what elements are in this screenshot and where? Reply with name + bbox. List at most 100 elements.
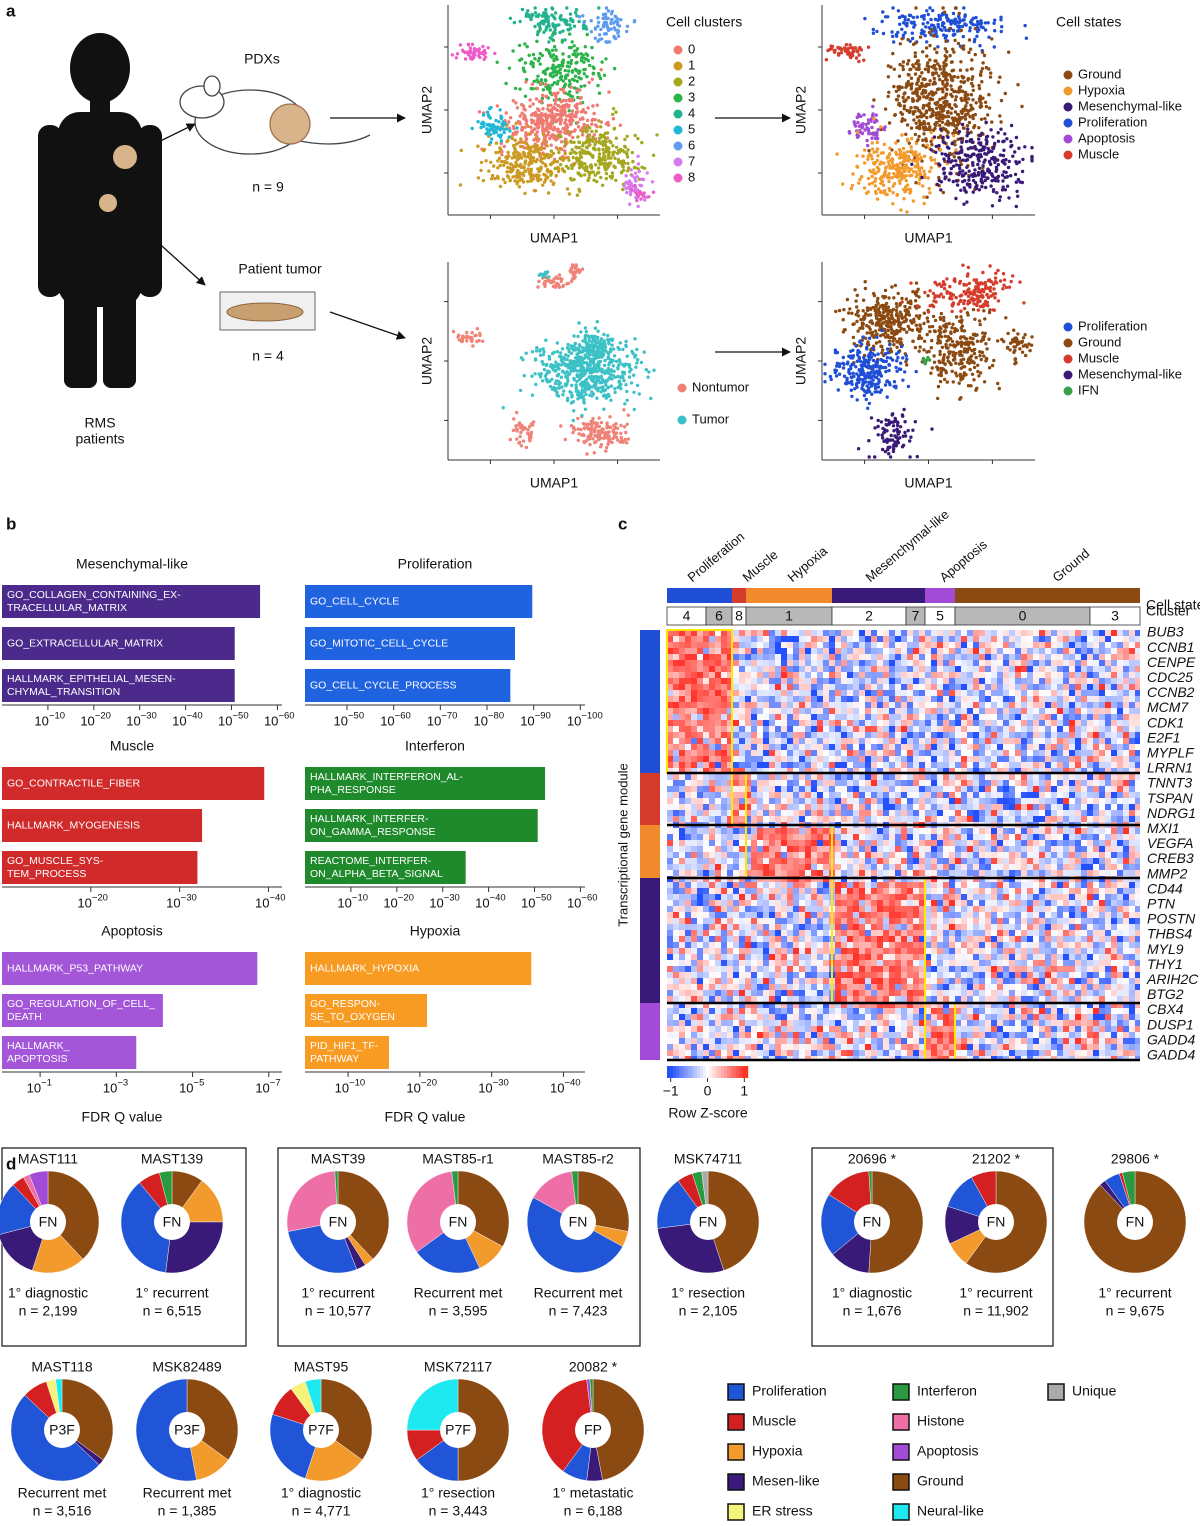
umap-point (980, 80, 984, 84)
umap-point (916, 125, 920, 129)
umap-point (542, 146, 546, 150)
umap-point (534, 122, 538, 126)
umap-point (980, 131, 984, 135)
umap-point (471, 344, 475, 348)
umap-point (955, 20, 959, 24)
umap-point (487, 169, 491, 173)
umap-point (540, 117, 544, 121)
umap-point (943, 72, 947, 76)
umap-point (861, 372, 865, 377)
umap-point (545, 124, 549, 128)
umap-point (564, 118, 568, 122)
umap-point (837, 364, 842, 369)
umap-point (985, 134, 990, 139)
umap-point (847, 370, 851, 374)
umap-point (1007, 50, 1011, 54)
umap-point (993, 280, 998, 284)
umap-point (874, 323, 878, 327)
umap-point (539, 100, 543, 104)
umap-point (866, 143, 870, 148)
umap-point (965, 165, 969, 169)
umap-point (943, 334, 947, 338)
umap-point (606, 153, 611, 157)
umap-point (947, 105, 952, 109)
umap-point (580, 381, 584, 385)
umap-point (1023, 333, 1027, 337)
umap-point (959, 309, 963, 313)
umap-point (982, 53, 987, 58)
umap-point (905, 84, 909, 88)
umap-point (936, 162, 941, 166)
umap-point (940, 87, 944, 91)
umap-point (614, 136, 618, 140)
umap-point (922, 113, 926, 117)
umap-point (915, 106, 919, 110)
umap-point (612, 150, 616, 154)
umap-point (908, 439, 912, 443)
x-axis-label: UMAP1 (530, 230, 578, 246)
umap-point (573, 104, 577, 108)
umap-point (872, 98, 876, 102)
umap-point (513, 138, 517, 142)
umap-point (950, 339, 955, 344)
umap-point (523, 125, 527, 130)
umap-point (872, 293, 877, 298)
umap-point (978, 97, 983, 102)
umap-point (929, 139, 933, 144)
umap-point (880, 328, 884, 333)
umap-point (559, 14, 563, 18)
umap-point (954, 159, 958, 163)
umap-point (981, 61, 985, 65)
umap-point (603, 430, 607, 435)
umap-point (595, 424, 599, 428)
umap-point (947, 321, 951, 326)
umap-point (609, 21, 613, 26)
umap-point (940, 13, 945, 17)
pdx-label: PDXs (244, 51, 280, 67)
umap-point (901, 378, 905, 382)
umap-point (583, 67, 587, 72)
umap-point (554, 94, 558, 98)
umap-point (959, 96, 963, 101)
umap-point (979, 357, 983, 362)
umap-point (627, 365, 632, 369)
umap-point (892, 84, 896, 89)
umap-point (535, 177, 539, 181)
umap-point (931, 71, 935, 75)
umap-point (885, 347, 890, 351)
umap-point (916, 336, 921, 341)
umap-point (562, 389, 566, 393)
umap-point (938, 104, 943, 108)
umap-point (927, 65, 931, 69)
umap-point (514, 121, 518, 126)
umap-point (595, 396, 599, 400)
umap-point (559, 354, 563, 359)
umap-point (1020, 350, 1025, 354)
umap-point (999, 98, 1004, 103)
umap-point (885, 309, 890, 313)
umap-point (925, 316, 929, 320)
umap-point (999, 120, 1003, 124)
umap-point (968, 290, 973, 294)
umap-point (896, 314, 900, 318)
umap-point (647, 370, 651, 374)
umap-point (975, 184, 979, 188)
umap-point (863, 286, 868, 291)
umap-point (639, 184, 644, 188)
umap-point (604, 40, 608, 44)
umap-point (537, 125, 541, 129)
umap-point (865, 331, 869, 335)
umap-point (569, 270, 573, 274)
umap-point (625, 354, 629, 358)
umap-point (888, 146, 892, 150)
umap-point (606, 165, 610, 169)
umap-point (862, 113, 866, 117)
umap-point (1015, 189, 1019, 194)
umap-point (505, 170, 509, 174)
umap-point (879, 125, 883, 129)
umap-point (577, 75, 581, 80)
umap-point (957, 11, 961, 16)
umap-point (570, 109, 575, 113)
umap-point (522, 113, 526, 117)
umap-point (996, 299, 1001, 303)
